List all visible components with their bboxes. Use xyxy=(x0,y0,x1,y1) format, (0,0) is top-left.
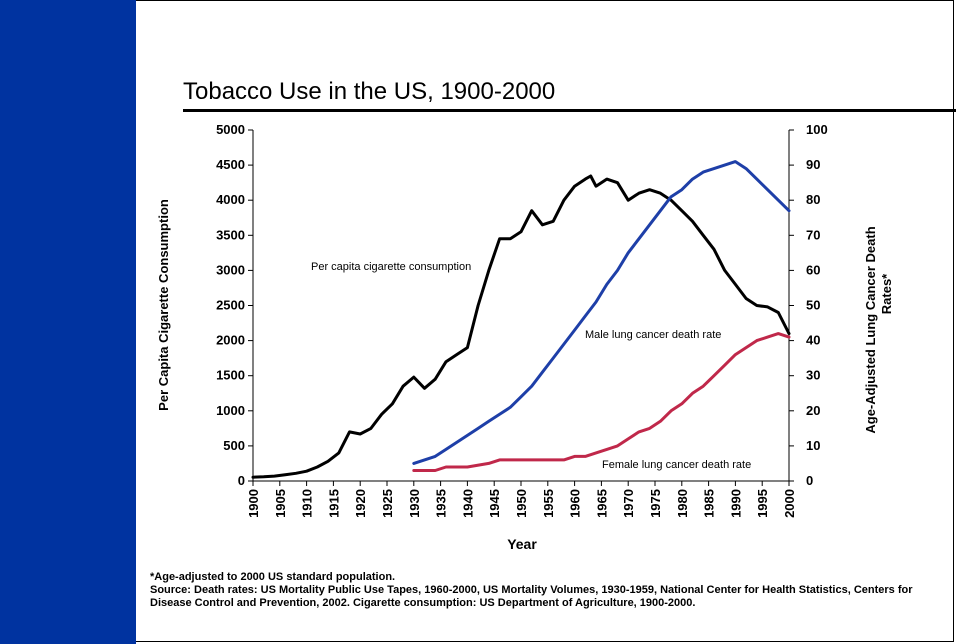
y-left-tick-label: 1500 xyxy=(216,368,245,383)
tick-labels: 0500100015002000250030003500400045005000… xyxy=(216,122,828,518)
y-left-tick-label: 3500 xyxy=(216,227,245,242)
slide-title: Tobacco Use in the US, 1900-2000 xyxy=(183,78,556,105)
y-right-tick-label: 70 xyxy=(806,227,820,242)
x-tick-label: 1960 xyxy=(568,489,583,518)
y-right-tick-label: 90 xyxy=(806,157,820,172)
y-right-tick-label: 100 xyxy=(806,122,828,137)
y-axis-right-label-line1: Age-Adjusted Lung Cancer Death xyxy=(863,226,878,433)
series-line-2 xyxy=(412,332,791,472)
annotation-male-lung-cancer: Male lung cancer death rate xyxy=(585,329,721,341)
x-tick-label: 1900 xyxy=(246,489,261,518)
y-left-tick-label: 0 xyxy=(238,473,245,488)
y-right-tick-label: 80 xyxy=(806,192,820,207)
x-tick-label: 1920 xyxy=(353,489,368,518)
x-tick-label: 1965 xyxy=(594,489,609,518)
x-tick-label: 1930 xyxy=(407,489,422,518)
y-left-tick-label: 1000 xyxy=(216,403,245,418)
y-right-tick-label: 30 xyxy=(806,368,820,383)
y-axis-left-label: Per Capita Cigarette Consumption xyxy=(156,199,171,411)
x-tick-label: 1980 xyxy=(675,489,690,518)
x-tick-label: 1925 xyxy=(380,489,395,518)
x-tick-label: 1955 xyxy=(541,489,556,518)
x-tick-label: 1995 xyxy=(755,489,770,518)
x-tick-label: 1985 xyxy=(702,489,717,518)
plot-axes xyxy=(248,129,794,486)
footnote-age-adjusted: *Age-adjusted to 2000 US standard popula… xyxy=(150,571,396,583)
x-tick-label: 1990 xyxy=(728,489,743,518)
x-tick-label: 1940 xyxy=(460,489,475,518)
y-left-tick-label: 2000 xyxy=(216,333,245,348)
y-left-tick-label: 4500 xyxy=(216,157,245,172)
y-right-tick-label: 40 xyxy=(806,333,820,348)
x-tick-label: 1975 xyxy=(648,489,663,518)
y-right-tick-label: 0 xyxy=(806,473,813,488)
x-tick-label: 1915 xyxy=(326,489,341,518)
x-tick-label: 1950 xyxy=(514,489,529,518)
chart: 0500100015002000250030003500400045005000… xyxy=(156,122,894,552)
y-left-tick-label: 2500 xyxy=(216,298,245,313)
y-left-tick-label: 4000 xyxy=(216,192,245,207)
y-right-tick-label: 50 xyxy=(806,298,820,313)
annotation-female-lung-cancer: Female lung cancer death rate xyxy=(602,459,751,471)
x-tick-label: 1935 xyxy=(434,489,449,518)
y-right-tick-label: 60 xyxy=(806,262,820,277)
title-rule xyxy=(183,109,956,112)
series-line-0 xyxy=(251,174,791,479)
y-left-tick-label: 5000 xyxy=(216,122,245,137)
series-lines xyxy=(251,160,791,479)
y-right-tick-label: 20 xyxy=(806,403,820,418)
series-line-1 xyxy=(412,160,791,465)
x-tick-label: 2000 xyxy=(782,489,797,518)
y-left-tick-label: 3000 xyxy=(216,262,245,277)
x-tick-label: 1970 xyxy=(621,489,636,518)
x-tick-label: 1905 xyxy=(273,489,288,518)
footnote-source: Source: Death rates: US Mortality Public… xyxy=(150,584,913,609)
y-left-tick-label: 500 xyxy=(223,438,245,453)
x-axis-label: Year xyxy=(507,536,537,552)
y-axis-right-label-line2: Rates* xyxy=(879,273,894,314)
y-right-tick-label: 10 xyxy=(806,438,820,453)
annotation-cigarette-consumption: Per capita cigarette consumption xyxy=(311,261,471,273)
x-tick-label: 1910 xyxy=(300,489,315,518)
accent-sidebar xyxy=(0,0,136,644)
footnote: *Age-adjusted to 2000 US standard popula… xyxy=(150,571,940,610)
x-tick-label: 1945 xyxy=(487,489,502,518)
